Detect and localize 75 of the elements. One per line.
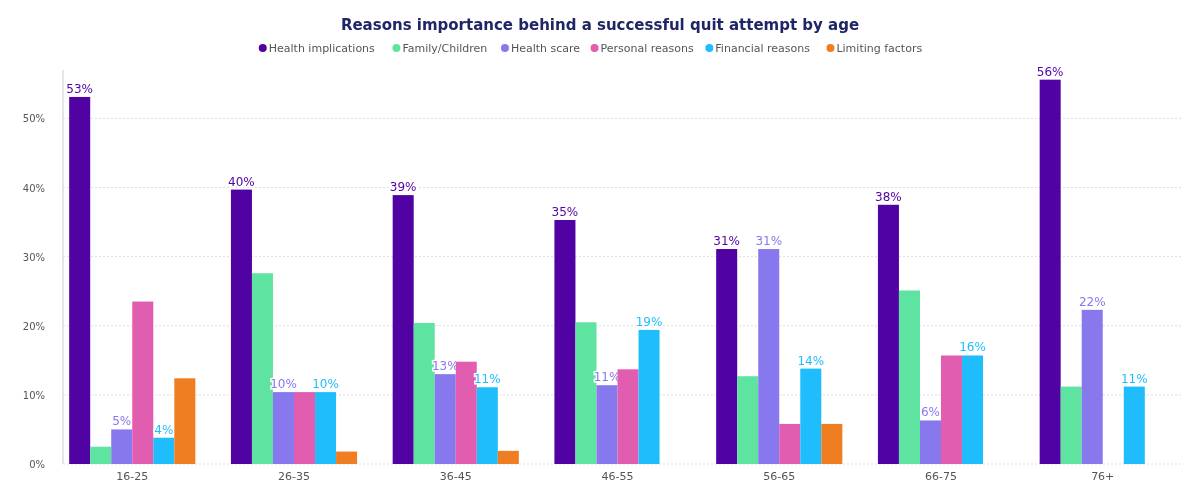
y-tick-label: 50% bbox=[22, 113, 45, 125]
bar bbox=[962, 355, 984, 464]
y-tick-label: 10% bbox=[22, 389, 45, 401]
legend-label: Limiting factors bbox=[836, 42, 923, 55]
x-tick-label: 26-35 bbox=[278, 470, 310, 483]
data-label: 6% bbox=[920, 405, 941, 420]
data-label: 40% bbox=[228, 174, 255, 189]
bar bbox=[111, 429, 133, 464]
legend-label: Health scare bbox=[510, 42, 581, 55]
bar bbox=[737, 376, 759, 464]
bar bbox=[69, 96, 91, 464]
bar bbox=[315, 392, 337, 464]
x-tick-label: 76+ bbox=[1091, 470, 1115, 483]
y-tick-label: 0% bbox=[29, 459, 45, 470]
bar bbox=[617, 369, 639, 464]
data-label: 35% bbox=[551, 205, 579, 219]
data-label: 19% bbox=[635, 314, 663, 329]
data-label: 10% bbox=[312, 377, 339, 392]
bar bbox=[294, 392, 316, 464]
bar bbox=[153, 437, 175, 464]
data-label: 39% bbox=[389, 180, 417, 195]
bar bbox=[230, 189, 252, 464]
data-label: 16% bbox=[959, 340, 986, 355]
data-label: 53% bbox=[66, 81, 94, 96]
bar bbox=[800, 368, 822, 464]
x-tick-label: 16-25 bbox=[116, 470, 149, 483]
data-label: 38% bbox=[875, 189, 902, 204]
bar bbox=[455, 361, 477, 464]
bar bbox=[898, 290, 920, 464]
bar bbox=[919, 420, 941, 464]
data-label: 22% bbox=[1078, 294, 1106, 309]
data-label: 5% bbox=[112, 414, 132, 429]
bar bbox=[575, 322, 597, 464]
bar bbox=[476, 387, 498, 464]
legend-label: Health implications bbox=[268, 42, 376, 55]
legend-label: Family/Children bbox=[402, 42, 488, 55]
x-tick-label: 36-45 bbox=[439, 470, 472, 483]
bar bbox=[132, 301, 154, 464]
bar bbox=[596, 385, 618, 464]
bar bbox=[90, 446, 112, 464]
data-label: 4% bbox=[154, 422, 174, 437]
bar bbox=[1060, 386, 1082, 464]
y-tick-label: 40% bbox=[22, 182, 45, 194]
bar bbox=[434, 374, 456, 464]
bar bbox=[1123, 386, 1145, 464]
bar bbox=[497, 450, 519, 464]
data-label: 31% bbox=[755, 234, 783, 249]
bar bbox=[392, 195, 414, 464]
bar bbox=[877, 204, 899, 464]
bar bbox=[336, 451, 358, 464]
legend-label: Financial reasons bbox=[715, 42, 811, 55]
data-label: 14% bbox=[797, 353, 825, 368]
x-tick-label: 56-65 bbox=[763, 470, 796, 483]
bar bbox=[638, 329, 660, 464]
chart-title: Reasons importance behind a successful quit attempt by age bbox=[340, 16, 860, 34]
y-tick-label: 20% bbox=[22, 320, 45, 332]
bar bbox=[716, 249, 738, 464]
bar bbox=[272, 392, 294, 464]
y-tick-label: 30% bbox=[22, 251, 45, 263]
bar bbox=[779, 423, 801, 464]
bar bbox=[174, 378, 196, 464]
bar bbox=[251, 273, 273, 464]
legend-label: Personal reasons bbox=[600, 42, 695, 55]
x-tick-label: 66-75 bbox=[925, 470, 957, 483]
data-label: 31% bbox=[713, 234, 741, 249]
bar bbox=[554, 220, 576, 464]
bar bbox=[758, 249, 780, 464]
data-label: 56% bbox=[1036, 64, 1064, 79]
bar bbox=[1039, 79, 1061, 464]
bar bbox=[413, 322, 435, 464]
x-tick-label: 46-55 bbox=[601, 470, 634, 483]
data-label: 11% bbox=[1120, 371, 1148, 386]
bar bbox=[941, 355, 963, 464]
bar bbox=[821, 423, 843, 464]
bar bbox=[1081, 309, 1103, 464]
